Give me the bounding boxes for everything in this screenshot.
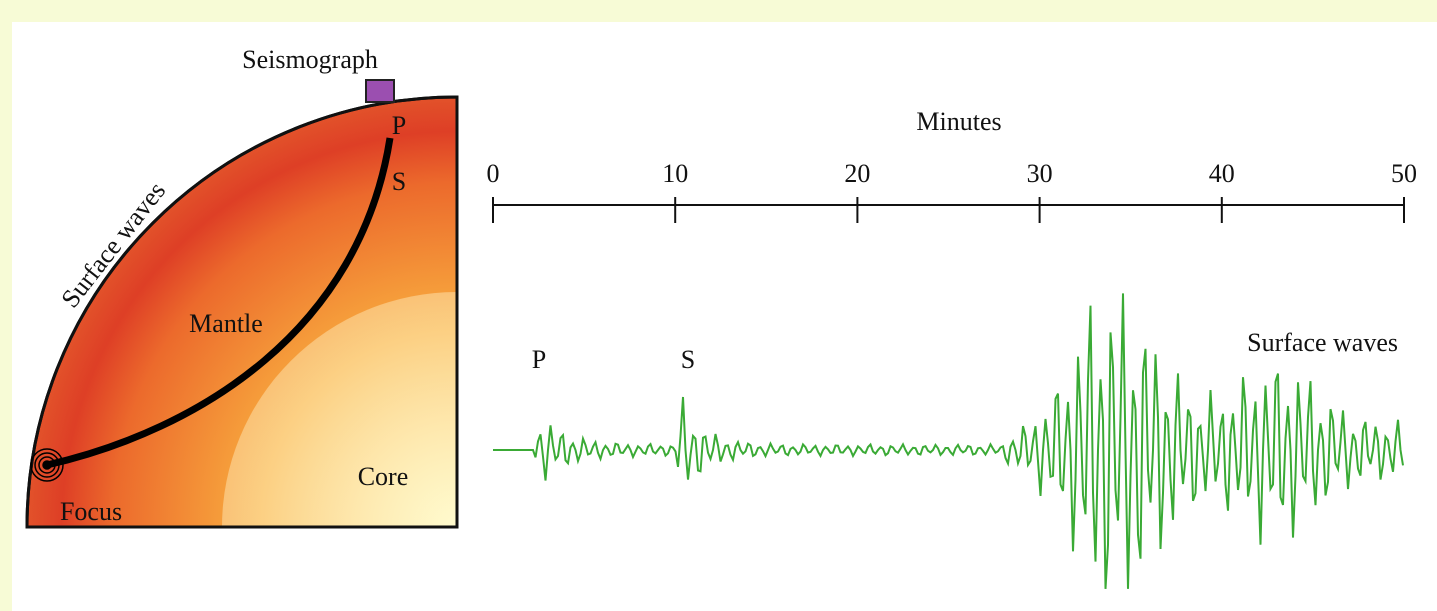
wave-path (46, 137, 394, 469)
core-label: Core (358, 462, 409, 491)
p-label: P (392, 111, 406, 140)
tick-label: 50 (1391, 159, 1417, 188)
tick-label: 20 (844, 159, 870, 188)
mantle-label: Mantle (189, 309, 263, 338)
seismogram-trace (493, 293, 1404, 589)
seismograph-icon (365, 79, 395, 103)
focus-label: Focus (60, 497, 122, 526)
focus-rings (30, 448, 64, 482)
s-label: S (392, 167, 406, 196)
axis-title: Minutes (916, 107, 1001, 136)
s-wave-label: S (681, 345, 695, 374)
core (222, 292, 457, 527)
earth-outline (25, 95, 459, 529)
tick-label: 0 (487, 159, 500, 188)
tick-label: 40 (1209, 159, 1235, 188)
surface-waves-wave-label: Surface waves (1247, 328, 1398, 357)
p-wave-label: P (532, 345, 546, 374)
seismograph-label: Seismograph (242, 45, 378, 74)
tick-label: 10 (662, 159, 688, 188)
tick-label: 30 (1027, 159, 1053, 188)
